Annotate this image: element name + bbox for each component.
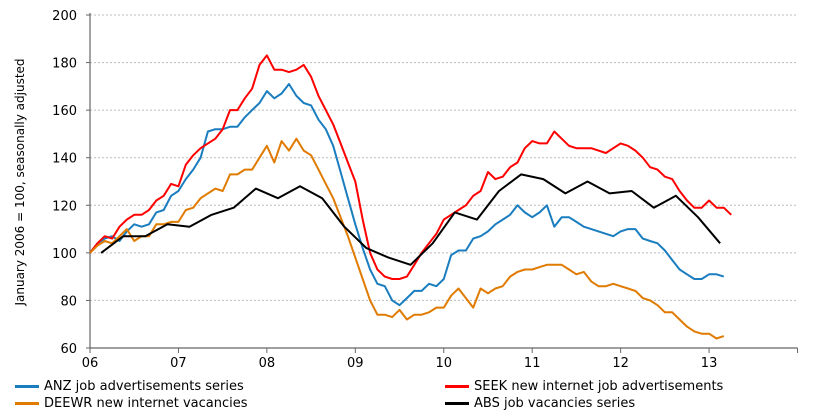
x-tick-label: 06: [82, 356, 99, 371]
y-axis-label: January 2006 = 100, seasonally adjusted: [13, 58, 27, 306]
series-line-seek: [89, 54, 732, 280]
y-tick-label: 60: [60, 342, 77, 357]
legend-swatch: [15, 402, 39, 405]
y-tick-label: 100: [52, 247, 77, 262]
legend-label: ABS job vacancies series: [474, 396, 636, 411]
gridlines: [90, 14, 798, 301]
x-tick-label: 10: [435, 356, 452, 371]
y-tick-label: 140: [52, 152, 77, 167]
axes: 60 80 100 120 140 160 180 200 06 07 08 09 10 11 12 13: [52, 9, 799, 371]
x-tick-label: 13: [701, 356, 718, 371]
series-line-anz: [89, 83, 725, 307]
x-tick-label: 07: [170, 356, 187, 371]
y-tick-label: 180: [52, 57, 77, 72]
x-tick-label: 11: [524, 356, 541, 371]
y-tick-label: 80: [60, 294, 77, 309]
legend-item-anz: ANZ job advertisements series: [15, 379, 244, 394]
x-tick-label: 12: [612, 356, 629, 371]
y-tick-label: 120: [52, 199, 77, 214]
legend-swatch: [445, 402, 469, 405]
y-tick-label: 200: [52, 9, 77, 24]
legend-swatch: [15, 385, 39, 388]
legend-item-deewr: DEEWR new internet vacancies: [15, 396, 248, 411]
x-tick-label: 08: [259, 356, 276, 371]
legend-label: SEEK new internet job advertisements: [474, 379, 724, 394]
series-line-deewr: [89, 137, 725, 340]
legend-label: ANZ job advertisements series: [44, 379, 244, 394]
legend-item-abs: ABS job vacancies series: [445, 396, 635, 411]
legend-item-seek: SEEK new internet job advertisements: [445, 379, 723, 394]
series-lines: [89, 54, 732, 340]
series-line-abs: [100, 173, 721, 266]
x-tick-label: 09: [347, 356, 364, 371]
legend-label: DEEWR new internet vacancies: [44, 396, 248, 411]
legend-swatch: [445, 385, 469, 388]
y-tick-label: 160: [52, 104, 77, 119]
